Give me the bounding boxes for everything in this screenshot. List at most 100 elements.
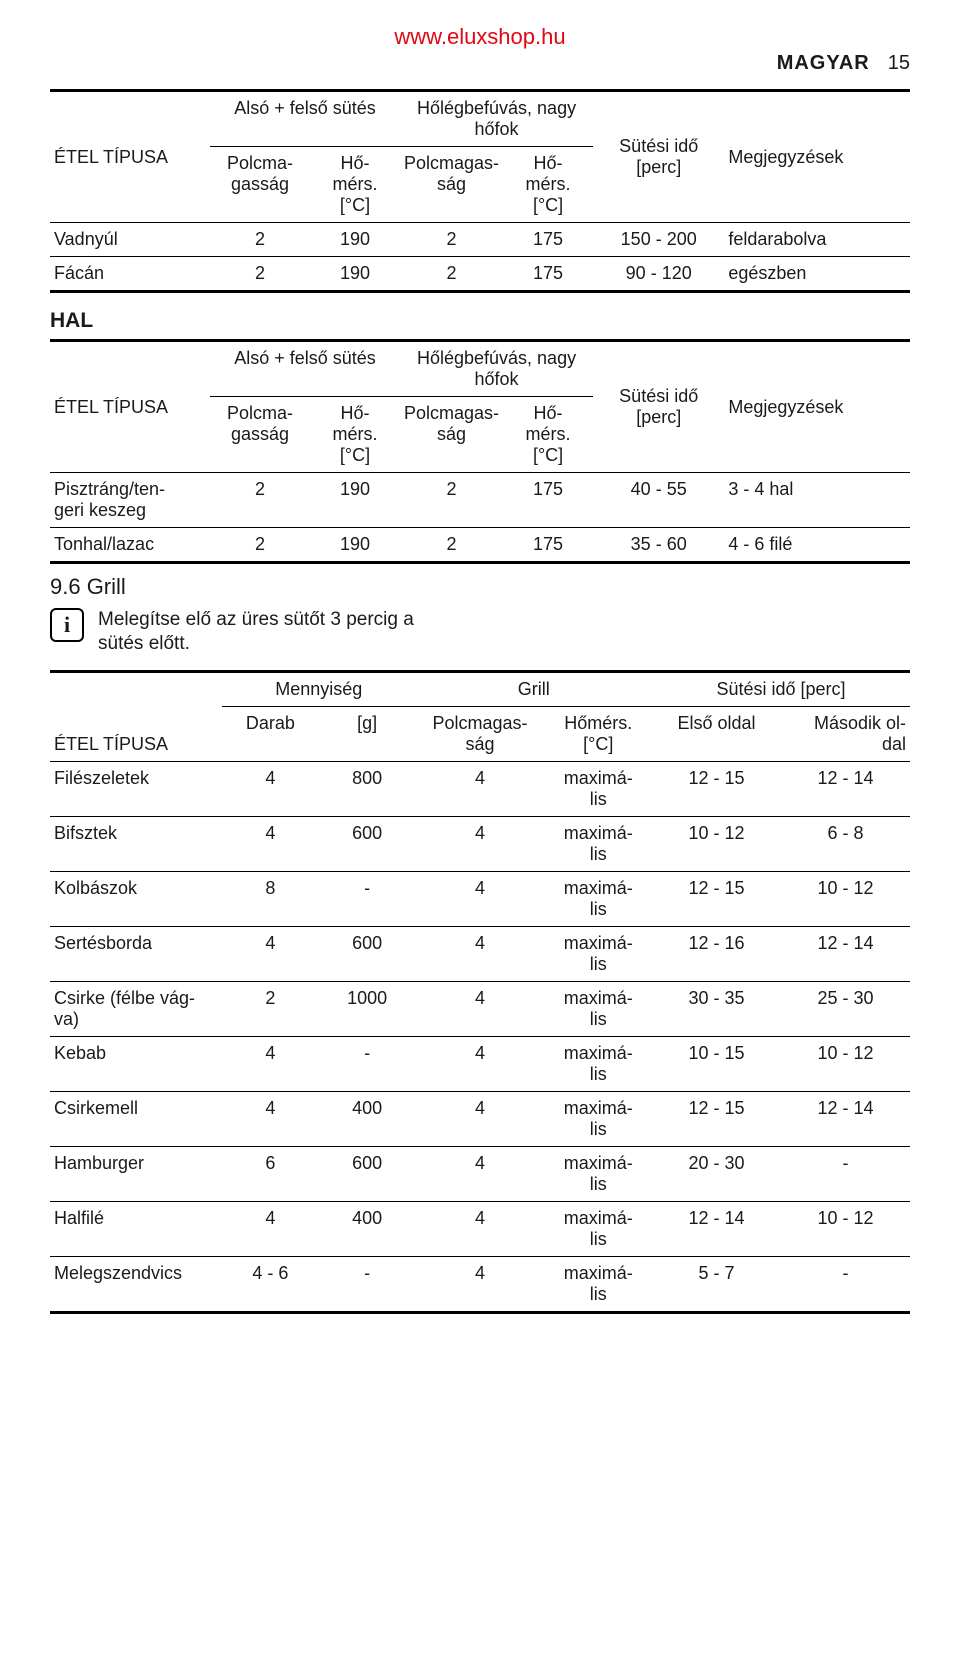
info-text: Melegítse elő az üres sütőt 3 percig a s… (98, 608, 428, 656)
section-hal: HAL (50, 309, 910, 333)
grams: 400 (319, 1091, 416, 1146)
col-notes-h: Megjegyzések (724, 341, 910, 473)
second-side: 10 - 12 (781, 1201, 910, 1256)
food-name: Csirkemell (50, 1091, 222, 1146)
col-g: [g] (319, 706, 416, 761)
first-side: 5 - 7 (652, 1256, 781, 1312)
second-side: - (781, 1256, 910, 1312)
pcs: 2 (222, 981, 319, 1036)
table-row: Fácán2190217590 - 120egészben (50, 257, 910, 292)
table-row: Filészeletek48004maximá- lis12 - 1512 - … (50, 761, 910, 816)
second-side: 10 - 12 (781, 1036, 910, 1091)
food-name: Kebab (50, 1036, 222, 1091)
temp1: 190 (310, 223, 400, 257)
col-time-h: Sütési idő [perc] (593, 341, 724, 473)
col-qty: Mennyiség (222, 671, 416, 706)
pcs: 4 (222, 1091, 319, 1146)
food-name: Fácán (50, 257, 210, 292)
food-name: Filészeletek (50, 761, 222, 816)
shelf1: 2 (210, 473, 310, 528)
grams: 400 (319, 1201, 416, 1256)
food-name: Pisztráng/ten- geri keszeg (50, 473, 210, 528)
first-side: 10 - 15 (652, 1036, 781, 1091)
table-meat: ÉTEL TÍPUSA Alsó + felső sütés Hőlégbefú… (50, 89, 910, 293)
table-hal: ÉTEL TÍPUSA Alsó + felső sütés Hőlégbefú… (50, 339, 910, 564)
food-name: Vadnyúl (50, 223, 210, 257)
table-row: Hamburger66004maximá- lis20 - 30- (50, 1146, 910, 1201)
temp: maximá- lis (545, 816, 653, 871)
pcs: 4 (222, 816, 319, 871)
temp: maximá- lis (545, 871, 653, 926)
first-side: 10 - 12 (652, 816, 781, 871)
shelf: 4 (416, 816, 545, 871)
page-number: 15 (888, 52, 910, 75)
table-row: Bifsztek46004maximá- lis10 - 126 - 8 (50, 816, 910, 871)
col-type: ÉTEL TÍPUSA (50, 341, 210, 473)
time: 150 - 200 (593, 223, 724, 257)
site-url: www.eluxshop.hu (50, 24, 910, 50)
temp: maximá- lis (545, 1146, 653, 1201)
temp: maximá- lis (545, 1256, 653, 1312)
time: 35 - 60 (593, 528, 724, 563)
table-row: Csirke (félbe vág- va)210004maximá- lis3… (50, 981, 910, 1036)
shelf: 4 (416, 926, 545, 981)
temp: maximá- lis (545, 1036, 653, 1091)
first-side: 20 - 30 (652, 1146, 781, 1201)
col-shelf2: Polcmagas- ság (400, 397, 503, 473)
shelf: 4 (416, 1091, 545, 1146)
grams: 600 (319, 1146, 416, 1201)
first-side: 12 - 15 (652, 871, 781, 926)
time: 40 - 55 (593, 473, 724, 528)
table-row: Kolbászok8-4maximá- lis12 - 1510 - 12 (50, 871, 910, 926)
second-side: - (781, 1146, 910, 1201)
second-side: 10 - 12 (781, 871, 910, 926)
second-side: 12 - 14 (781, 1091, 910, 1146)
table-row: Halfilé44004maximá- lis12 - 1410 - 12 (50, 1201, 910, 1256)
table-row: Pisztráng/ten- geri keszeg2190217540 - 5… (50, 473, 910, 528)
grams: - (319, 1036, 416, 1091)
pcs: 4 (222, 1036, 319, 1091)
temp1: 190 (310, 257, 400, 292)
temp1: 190 (310, 528, 400, 563)
food-name: Kolbászok (50, 871, 222, 926)
shelf: 4 (416, 1036, 545, 1091)
col-shelf1: Polcma- gasság (210, 147, 310, 223)
info-icon: i (50, 608, 84, 642)
shelf1: 2 (210, 257, 310, 292)
table-row: Melegszendvics4 - 6-4maximá- lis5 - 7- (50, 1256, 910, 1312)
table-row: Vadnyúl21902175150 - 200feldarabolva (50, 223, 910, 257)
col-group1: Alsó + felső sütés (210, 341, 400, 397)
col-shelf: Polcmagas- ság (416, 706, 545, 761)
pcs: 4 (222, 1201, 319, 1256)
pcs: 6 (222, 1146, 319, 1201)
col-temp2: Hő- mérs. [°C] (503, 147, 593, 223)
col-second: Második ol- dal (781, 706, 910, 761)
col-shelf1: Polcma- gasság (210, 397, 310, 473)
table-row: Sertésborda46004maximá- lis12 - 1612 - 1… (50, 926, 910, 981)
temp2: 175 (503, 257, 593, 292)
food-name: Csirke (félbe vág- va) (50, 981, 222, 1036)
second-side: 12 - 14 (781, 926, 910, 981)
shelf: 4 (416, 1256, 545, 1312)
table-grill: ÉTEL TÍPUSA Mennyiség Grill Sütési idő [… (50, 670, 910, 1314)
note: egészben (724, 257, 910, 292)
temp: maximá- lis (545, 761, 653, 816)
col-type: ÉTEL TÍPUSA (50, 91, 210, 223)
time: 90 - 120 (593, 257, 724, 292)
table-row: Tonhal/lazac2190217535 - 604 - 6 filé (50, 528, 910, 563)
food-name: Bifsztek (50, 816, 222, 871)
temp2: 175 (503, 528, 593, 563)
temp: maximá- lis (545, 926, 653, 981)
col-group2: Hőlégbefúvás, nagy hőfok (400, 341, 593, 397)
col-pcs: Darab (222, 706, 319, 761)
food-name: Hamburger (50, 1146, 222, 1201)
temp: maximá- lis (545, 981, 653, 1036)
pcs: 8 (222, 871, 319, 926)
first-side: 12 - 16 (652, 926, 781, 981)
col-time: Sütési idő [perc] (652, 671, 910, 706)
grams: 600 (319, 926, 416, 981)
shelf2: 2 (400, 223, 503, 257)
language-label: MAGYAR (777, 52, 870, 75)
table-row: Csirkemell44004maximá- lis12 - 1512 - 14 (50, 1091, 910, 1146)
col-type: ÉTEL TÍPUSA (50, 671, 222, 761)
